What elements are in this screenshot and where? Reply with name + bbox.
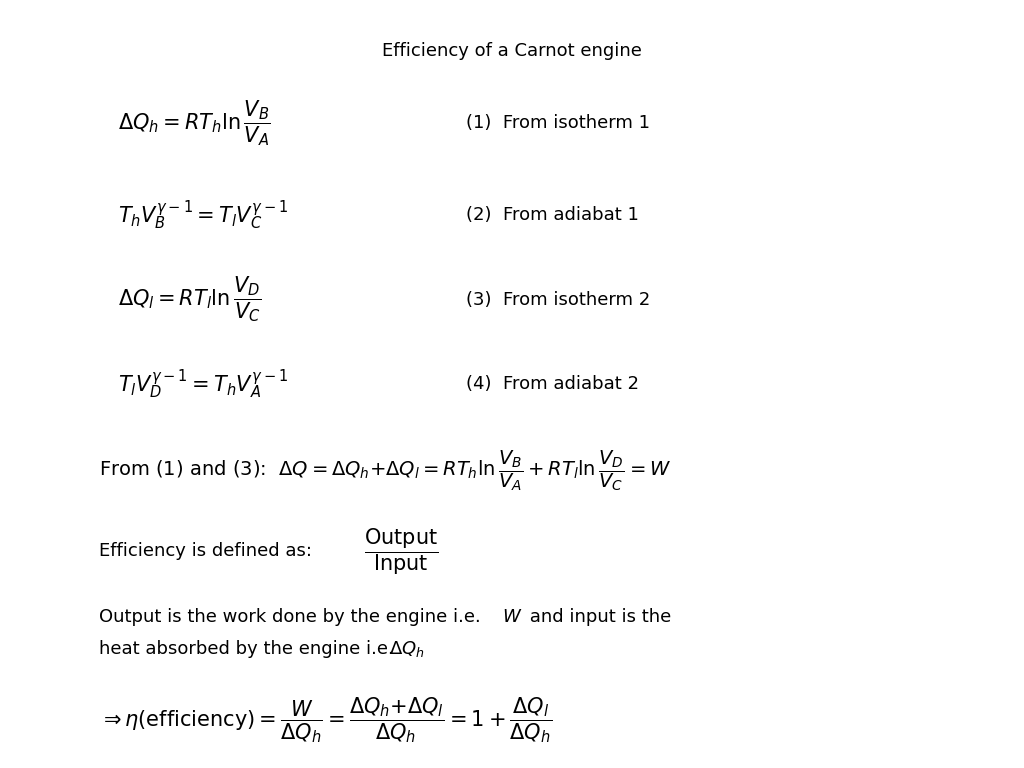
Text: $W$: $W$ bbox=[502, 608, 522, 627]
Text: $\dfrac{\mathrm{Output}}{\mathrm{Input}}$: $\dfrac{\mathrm{Output}}{\mathrm{Input}}… bbox=[364, 526, 438, 577]
Text: $T_h V_B^{\gamma-1} = T_l V_C^{\gamma-1}$: $T_h V_B^{\gamma-1} = T_l V_C^{\gamma-1}… bbox=[118, 198, 288, 232]
Text: Output is the work done by the engine i.e.: Output is the work done by the engine i.… bbox=[99, 608, 486, 627]
Text: $\Delta Q_h$: $\Delta Q_h$ bbox=[389, 639, 425, 659]
Text: $\Delta Q_l = RT_l\ln\dfrac{V_D}{V_C}$: $\Delta Q_l = RT_l\ln\dfrac{V_D}{V_C}$ bbox=[118, 275, 261, 324]
Text: (1)  From isotherm 1: (1) From isotherm 1 bbox=[466, 114, 650, 132]
Text: (3)  From isotherm 2: (3) From isotherm 2 bbox=[466, 290, 650, 309]
Text: From (1) and (3):  $\Delta Q = \Delta Q_h{+}\Delta Q_l = RT_h\ln\dfrac{V_B}{V_A}: From (1) and (3): $\Delta Q = \Delta Q_h… bbox=[99, 449, 672, 493]
Text: (4)  From adiabat 2: (4) From adiabat 2 bbox=[466, 375, 639, 393]
Text: (2)  From adiabat 1: (2) From adiabat 1 bbox=[466, 206, 639, 224]
Text: heat absorbed by the engine i.e.: heat absorbed by the engine i.e. bbox=[99, 640, 399, 658]
Text: $\Delta Q_h = RT_h\ln\dfrac{V_B}{V_A}$: $\Delta Q_h = RT_h\ln\dfrac{V_B}{V_A}$ bbox=[118, 98, 270, 147]
Text: Efficiency of a Carnot engine: Efficiency of a Carnot engine bbox=[382, 42, 642, 60]
Text: $\Rightarrow \eta(\mathrm{efficiency}) = \dfrac{W}{\Delta Q_h} = \dfrac{\Delta Q: $\Rightarrow \eta(\mathrm{efficiency}) =… bbox=[99, 696, 553, 745]
Text: and input is the: and input is the bbox=[524, 608, 672, 627]
Text: $T_l V_D^{\gamma-1} = T_h V_A^{\gamma-1}$: $T_l V_D^{\gamma-1} = T_h V_A^{\gamma-1}… bbox=[118, 367, 288, 401]
Text: Efficiency is defined as:: Efficiency is defined as: bbox=[99, 542, 324, 561]
